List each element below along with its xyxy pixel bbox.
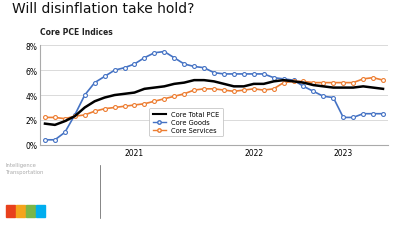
Legend: Core Total PCE, Core Goods, Core Services: Core Total PCE, Core Goods, Core Service… (149, 108, 223, 137)
Bar (6, 205, 15, 217)
Text: FTR: FTR (6, 179, 39, 194)
Text: Transportation: Transportation (6, 169, 44, 174)
Text: Source: Bureau of Economic Analysis
Analysis by Witte Econometrics: Source: Bureau of Economic Analysis Anal… (108, 175, 238, 189)
Text: Will disinflation take hold?: Will disinflation take hold? (12, 2, 194, 16)
Text: Core PCE Indices: Core PCE Indices (40, 28, 113, 37)
Text: 16: 16 (380, 187, 390, 196)
Bar (16, 205, 25, 217)
Text: Intelligence: Intelligence (6, 163, 37, 168)
Bar (26, 205, 35, 217)
Bar (36, 205, 45, 217)
